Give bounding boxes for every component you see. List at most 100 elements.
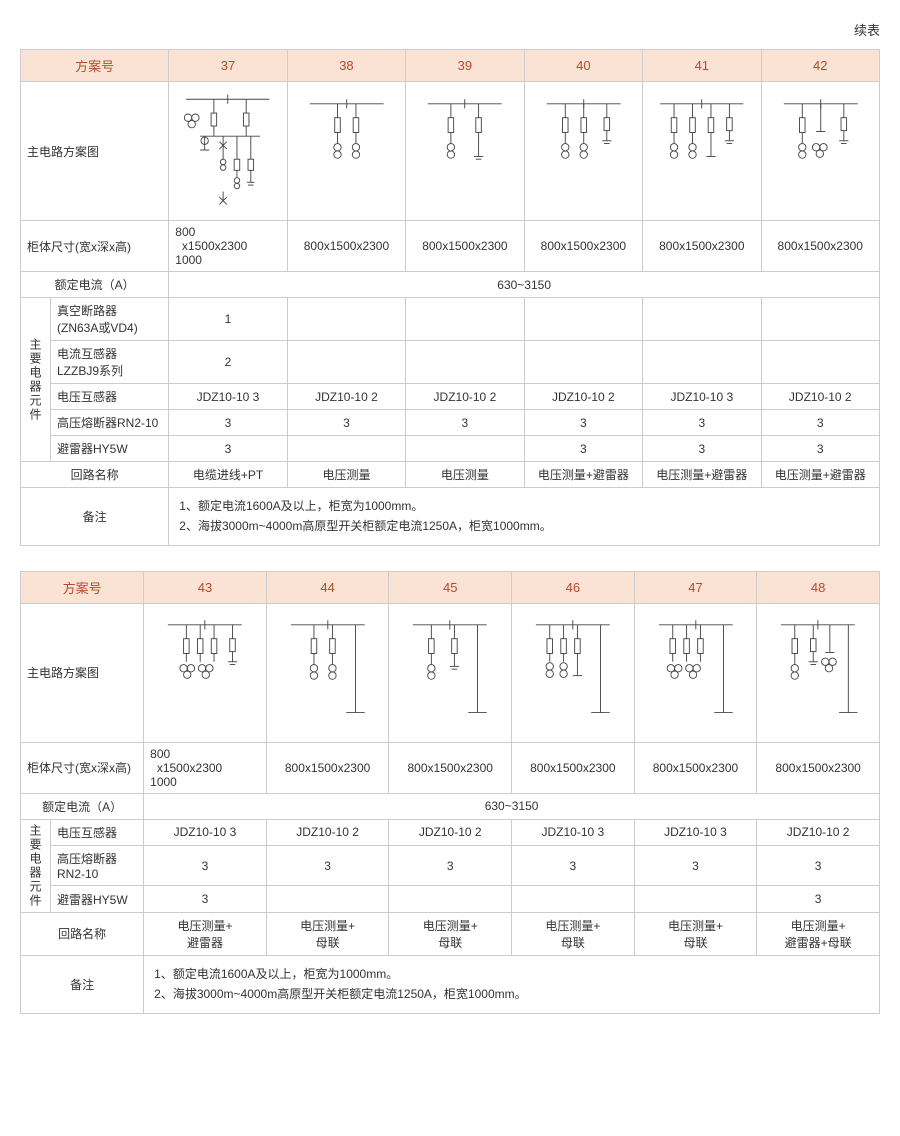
hf-37: 3 <box>169 410 287 436</box>
diagram-40 <box>524 82 642 221</box>
cn-47: 电压测量+ 母联 <box>634 912 757 955</box>
scheme-no-header: 方案号 <box>21 50 169 82</box>
spec-table-1: 方案号 37 38 39 40 41 42 主电路方案图 <box>20 49 880 546</box>
vt-39: JDZ10-10 2 <box>406 384 524 410</box>
diagram-41 <box>643 82 761 221</box>
vt-44: JDZ10-10 2 <box>266 819 389 845</box>
arrester-label-2: 避雷器HY5W <box>51 886 144 912</box>
rated-current-value-2: 630~3150 <box>144 793 880 819</box>
hf-46: 3 <box>512 846 635 886</box>
cn-44: 电压测量+ 母联 <box>266 912 389 955</box>
hf-42: 3 <box>761 410 879 436</box>
vb-42 <box>761 298 879 341</box>
ct-41 <box>643 341 761 384</box>
circuit-name-label-2: 回路名称 <box>21 912 144 955</box>
size-48: 800x1500x2300 <box>757 742 880 793</box>
cn-43: 电压测量+ 避雷器 <box>144 912 267 955</box>
col-45: 45 <box>389 571 512 603</box>
vacuum-breaker-row: 主要电器元件 真空断路器 (ZN63A或VD4) 1 <box>21 298 880 341</box>
diagram-row: 主电路方案图 <box>21 82 880 221</box>
vt-37: JDZ10-10 3 <box>169 384 287 410</box>
col-42: 42 <box>761 50 879 82</box>
rated-current-label: 额定电流（A） <box>21 272 169 298</box>
cn-41: 电压测量+避雷器 <box>643 462 761 488</box>
diagram-47 <box>634 603 757 742</box>
col-44: 44 <box>266 571 389 603</box>
size-40: 800x1500x2300 <box>524 221 642 272</box>
hf-48: 3 <box>757 846 880 886</box>
remarks-label-2: 备注 <box>21 955 144 1013</box>
col-43: 43 <box>144 571 267 603</box>
col-38: 38 <box>287 50 405 82</box>
remarks-row-2: 备注 1、额定电流1600A及以上，柜宽为1000mm。 2、海拔3000m~4… <box>21 955 880 1013</box>
col-47: 47 <box>634 571 757 603</box>
col-39: 39 <box>406 50 524 82</box>
ar-45 <box>389 886 512 912</box>
diagram-39 <box>406 82 524 221</box>
cabinet-size-row-2: 柜体尺寸(宽x深x高) 800 x1500x2300 1000 800x1500… <box>21 742 880 793</box>
remarks-row: 备注 1、额定电流1600A及以上，柜宽为1000mm。 2、海拔3000m~4… <box>21 488 880 546</box>
diagram-label: 主电路方案图 <box>21 82 169 221</box>
size-46: 800x1500x2300 <box>512 742 635 793</box>
ar-41: 3 <box>643 436 761 462</box>
size-37: 800 x1500x2300 1000 <box>169 221 287 272</box>
col-40: 40 <box>524 50 642 82</box>
rated-current-label-2: 额定电流（A） <box>21 793 144 819</box>
cn-37: 电缆进线+PT <box>169 462 287 488</box>
vt-38: JDZ10-10 2 <box>287 384 405 410</box>
ct-38 <box>287 341 405 384</box>
vb-40 <box>524 298 642 341</box>
ar-40: 3 <box>524 436 642 462</box>
hf-39: 3 <box>406 410 524 436</box>
vt-48: JDZ10-10 2 <box>757 819 880 845</box>
vt-45: JDZ10-10 2 <box>389 819 512 845</box>
size-39: 800x1500x2300 <box>406 221 524 272</box>
vt-47: JDZ10-10 3 <box>634 819 757 845</box>
voltage-transformer-label: 电压互感器 <box>51 384 169 410</box>
voltage-transformer-row: 电压互感器 JDZ10-10 3 JDZ10-10 2 JDZ10-10 2 J… <box>21 384 880 410</box>
ct-37: 2 <box>169 341 287 384</box>
voltage-transformer-row-2: 主要电器元件 电压互感器 JDZ10-10 3 JDZ10-10 2 JDZ10… <box>21 819 880 845</box>
cn-46: 电压测量+ 母联 <box>512 912 635 955</box>
vt-42: JDZ10-10 2 <box>761 384 879 410</box>
size-45: 800x1500x2300 <box>389 742 512 793</box>
diagram-48 <box>757 603 880 742</box>
rated-current-row: 额定电流（A） 630~3150 <box>21 272 880 298</box>
cabinet-size-row: 柜体尺寸(宽x深x高) 800 x1500x2300 1000 800x1500… <box>21 221 880 272</box>
col-41: 41 <box>643 50 761 82</box>
size-47: 800x1500x2300 <box>634 742 757 793</box>
cn-39: 电压测量 <box>406 462 524 488</box>
ar-48: 3 <box>757 886 880 912</box>
arrester-label: 避雷器HY5W <box>51 436 169 462</box>
remarks-text-2: 1、额定电流1600A及以上，柜宽为1000mm。 2、海拔3000m~4000… <box>144 955 880 1013</box>
vt-40: JDZ10-10 2 <box>524 384 642 410</box>
diagram-label-2: 主电路方案图 <box>21 603 144 742</box>
circuit-name-row-2: 回路名称 电压测量+ 避雷器 电压测量+ 母联 电压测量+ 母联 电压测量+ 母… <box>21 912 880 955</box>
spec-table-2: 方案号 43 44 45 46 47 48 主电路方案图 <box>20 571 880 1014</box>
ar-38 <box>287 436 405 462</box>
hf-40: 3 <box>524 410 642 436</box>
diagram-45 <box>389 603 512 742</box>
vb-41 <box>643 298 761 341</box>
arrester-row: 避雷器HY5W 3 3 3 3 <box>21 436 880 462</box>
size-41: 800x1500x2300 <box>643 221 761 272</box>
current-transformer-row: 电流互感器 LZZBJ9系列 2 <box>21 341 880 384</box>
hv-fuse-row: 高压熔断器RN2-10 3 3 3 3 3 3 <box>21 410 880 436</box>
voltage-transformer-label-2: 电压互感器 <box>51 819 144 845</box>
components-group-label: 主要电器元件 <box>21 298 51 462</box>
size-42: 800x1500x2300 <box>761 221 879 272</box>
ar-42: 3 <box>761 436 879 462</box>
hf-45: 3 <box>389 846 512 886</box>
ct-39 <box>406 341 524 384</box>
col-46: 46 <box>512 571 635 603</box>
ar-39 <box>406 436 524 462</box>
col-37: 37 <box>169 50 287 82</box>
size-44: 800x1500x2300 <box>266 742 389 793</box>
cn-40: 电压测量+避雷器 <box>524 462 642 488</box>
diagram-38 <box>287 82 405 221</box>
cn-45: 电压测量+ 母联 <box>389 912 512 955</box>
cn-42: 电压测量+避雷器 <box>761 462 879 488</box>
ar-44 <box>266 886 389 912</box>
vt-46: JDZ10-10 3 <box>512 819 635 845</box>
cabinet-size-label: 柜体尺寸(宽x深x高) <box>21 221 169 272</box>
